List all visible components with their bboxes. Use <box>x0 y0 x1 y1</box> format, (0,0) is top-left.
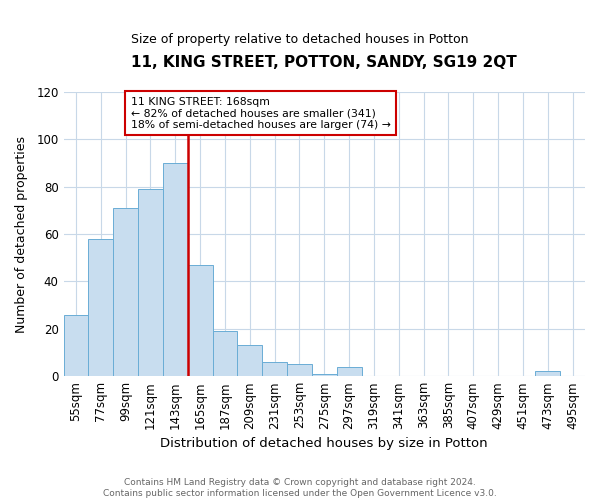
Text: Contains HM Land Registry data © Crown copyright and database right 2024.
Contai: Contains HM Land Registry data © Crown c… <box>103 478 497 498</box>
Bar <box>88 239 113 376</box>
Bar <box>312 374 337 376</box>
Y-axis label: Number of detached properties: Number of detached properties <box>15 136 28 332</box>
Bar <box>212 331 238 376</box>
Bar <box>138 189 163 376</box>
Bar <box>535 372 560 376</box>
Bar <box>287 364 312 376</box>
X-axis label: Distribution of detached houses by size in Potton: Distribution of detached houses by size … <box>160 437 488 450</box>
Bar <box>163 163 188 376</box>
Bar <box>113 208 138 376</box>
Text: Size of property relative to detached houses in Potton: Size of property relative to detached ho… <box>131 32 469 46</box>
Text: 11 KING STREET: 168sqm
← 82% of detached houses are smaller (341)
18% of semi-de: 11 KING STREET: 168sqm ← 82% of detached… <box>131 96 391 130</box>
Bar <box>238 346 262 376</box>
Bar <box>188 265 212 376</box>
Title: 11, KING STREET, POTTON, SANDY, SG19 2QT: 11, KING STREET, POTTON, SANDY, SG19 2QT <box>131 55 517 70</box>
Bar <box>64 314 88 376</box>
Bar <box>262 362 287 376</box>
Bar <box>337 366 362 376</box>
